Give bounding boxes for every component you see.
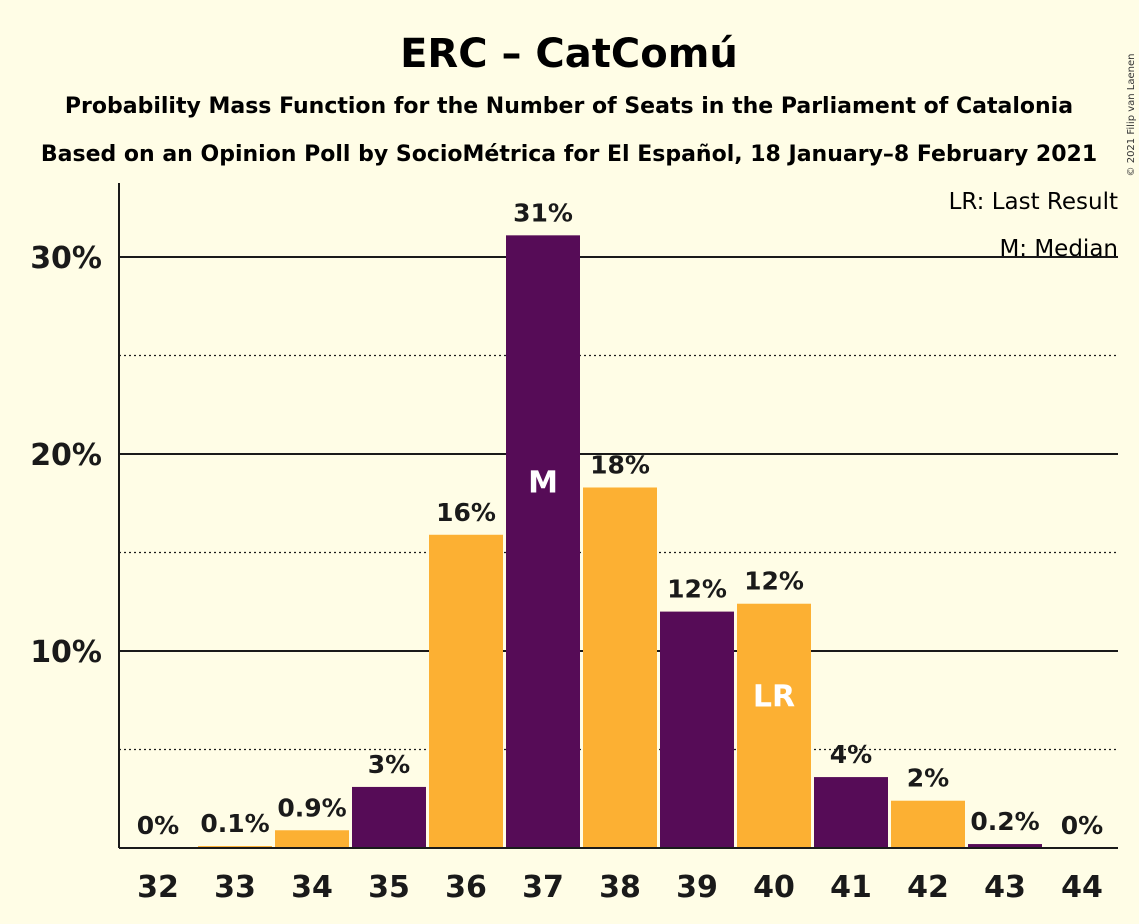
x-tick-label-34: 34 [291, 870, 333, 905]
x-tick-label-43: 43 [984, 870, 1026, 905]
bar-36 [429, 534, 503, 848]
x-tick-label-39: 39 [676, 870, 718, 905]
value-label-39: 12% [667, 575, 727, 604]
bar-37 [506, 235, 580, 848]
bars-group [198, 235, 1042, 848]
value-label-37: 31% [513, 198, 573, 227]
bar-38 [583, 487, 657, 848]
bar-mark-37: M [528, 466, 558, 501]
y-tick-label-30: 30% [30, 241, 102, 276]
y-tick-label-10: 10% [30, 635, 102, 670]
bar-34 [275, 830, 349, 848]
legend-last-result: LR: Last Result [949, 189, 1118, 215]
value-label-41: 4% [830, 740, 872, 769]
x-tick-label-41: 41 [830, 870, 872, 905]
legend-median: M: Median [999, 236, 1118, 262]
value-label-40: 12% [744, 567, 804, 596]
copyright-notice: © 2021 Filip van Laenen [1126, 54, 1137, 177]
bar-35 [352, 786, 426, 848]
value-label-35: 3% [368, 750, 410, 779]
chart-title: ERC – CatComú [400, 31, 738, 77]
x-tick-label-44: 44 [1061, 870, 1103, 905]
bar-40 [737, 603, 811, 848]
value-label-32: 0% [137, 811, 179, 840]
chart-subtitle-source: Based on an Opinion Poll by SocioMétrica… [41, 142, 1097, 167]
chart-subtitle: Probability Mass Function for the Number… [65, 94, 1073, 119]
value-label-34: 0.9% [277, 793, 346, 822]
x-tick-label-36: 36 [445, 870, 487, 905]
x-tick-label-37: 37 [522, 870, 564, 905]
bar-43 [968, 844, 1042, 848]
bar-mark-40: LR [753, 679, 795, 714]
x-tick-label-35: 35 [368, 870, 410, 905]
bar-39 [660, 611, 734, 848]
y-axis: 10% 20% 30% [30, 183, 120, 848]
x-tick-label-33: 33 [214, 870, 256, 905]
bar-42 [891, 800, 965, 848]
x-axis: 32 33 34 35 36 37 38 39 40 41 42 43 44 [119, 847, 1118, 905]
value-label-36: 16% [436, 498, 496, 527]
y-tick-label-20: 20% [30, 438, 102, 473]
value-label-43: 0.2% [970, 807, 1039, 836]
x-tick-label-32: 32 [137, 870, 179, 905]
value-label-42: 2% [907, 764, 949, 793]
value-labels-group: 0% 0.1% 0.9% 3% 16% 31% M 18% 12% 12% LR 4% 2% 0.2% 0% [137, 198, 1103, 840]
value-label-38: 18% [590, 450, 650, 479]
x-tick-label-40: 40 [753, 870, 795, 905]
value-label-33: 0.1% [200, 809, 269, 838]
gridlines [119, 256, 1118, 751]
x-tick-label-38: 38 [599, 870, 641, 905]
bar-41 [814, 777, 888, 848]
value-label-44: 0% [1061, 811, 1103, 840]
x-tick-label-42: 42 [907, 870, 949, 905]
